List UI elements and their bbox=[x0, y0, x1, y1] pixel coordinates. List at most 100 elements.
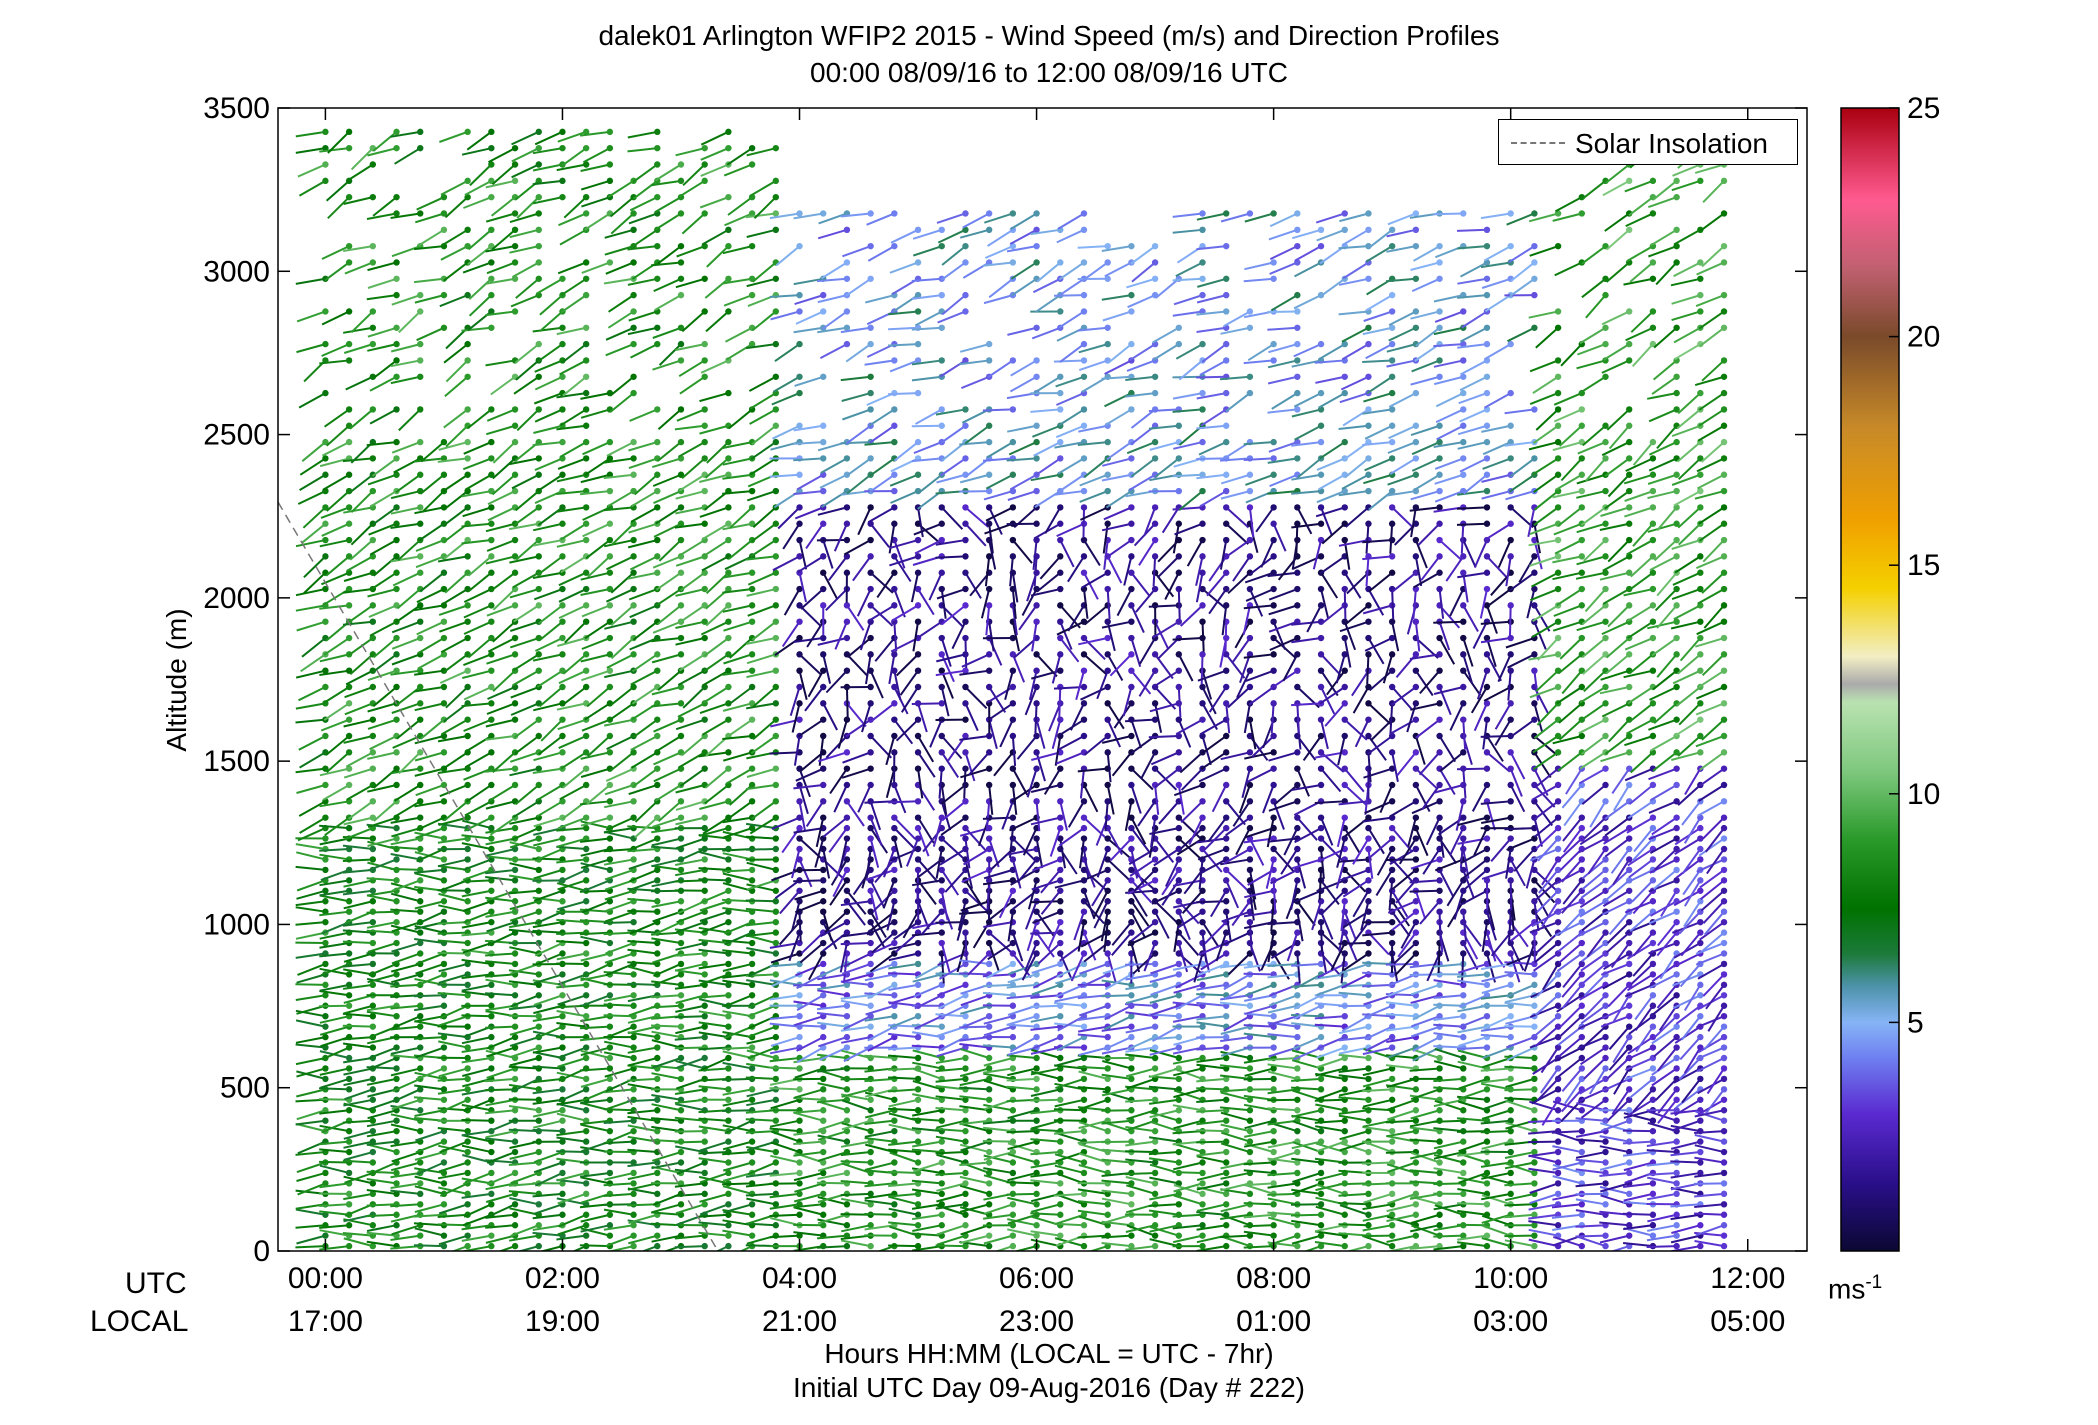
wind-barb-dot bbox=[369, 683, 377, 691]
wind-barb-dot bbox=[417, 877, 424, 884]
wind-barb bbox=[391, 653, 421, 666]
wind-barb-dot bbox=[1080, 732, 1088, 740]
wind-barb bbox=[366, 894, 397, 903]
wind-barb bbox=[723, 294, 753, 307]
wind-barb-dot bbox=[796, 667, 803, 674]
wind-barb bbox=[846, 702, 867, 728]
wind-barb-dot bbox=[654, 877, 661, 884]
wind-barb-dot bbox=[654, 504, 661, 511]
wind-barb-dot bbox=[843, 275, 851, 282]
wind-barb-dot bbox=[369, 193, 377, 201]
wind-barb bbox=[437, 951, 468, 955]
wind-barb bbox=[557, 457, 587, 470]
wind-barb bbox=[556, 490, 587, 495]
wind-barb bbox=[437, 1077, 468, 1082]
wind-barb-dot bbox=[511, 553, 519, 560]
wind-barb bbox=[840, 942, 871, 946]
wind-barb-dot bbox=[488, 569, 495, 576]
wind-barb-dot bbox=[867, 918, 874, 926]
wind-barb-dot bbox=[677, 1075, 685, 1083]
wind-barb-dot bbox=[606, 732, 614, 740]
wind-barb-dot bbox=[417, 1232, 424, 1239]
wind-barb bbox=[437, 457, 468, 463]
wind-barb-dot bbox=[962, 798, 969, 805]
wind-barb bbox=[439, 1098, 469, 1114]
wind-barb-dot bbox=[511, 259, 519, 266]
wind-barb-dot bbox=[511, 144, 519, 152]
wind-barb-dot bbox=[725, 1242, 732, 1250]
wind-barb bbox=[390, 1189, 421, 1195]
wind-barb bbox=[533, 424, 563, 434]
wind-barb bbox=[319, 1245, 350, 1251]
wind-barb bbox=[367, 326, 397, 338]
wind-barb bbox=[461, 147, 492, 156]
wind-barb-dot bbox=[914, 814, 922, 821]
wind-barb bbox=[509, 837, 540, 849]
wind-barb-dot bbox=[677, 1148, 685, 1156]
wind-barb-dot bbox=[606, 1127, 614, 1135]
wind-barb bbox=[414, 669, 445, 676]
wind-barb-dot bbox=[772, 1159, 780, 1166]
wind-barb-dot bbox=[867, 585, 874, 593]
wind-barb-dot bbox=[464, 1169, 471, 1177]
wind-barb bbox=[706, 245, 730, 268]
wind-barb bbox=[319, 1025, 350, 1036]
wind-barb-dot bbox=[417, 357, 424, 364]
wind-barb-dot bbox=[772, 835, 780, 842]
wind-barb-dot bbox=[1009, 1002, 1017, 1009]
wind-barb-dot bbox=[582, 814, 590, 821]
wind-barb bbox=[372, 686, 398, 707]
wind-barb bbox=[437, 555, 468, 563]
wind-barb-dot bbox=[867, 553, 874, 560]
wind-barb bbox=[1030, 900, 1061, 904]
wind-barb bbox=[490, 196, 516, 217]
wind-barb bbox=[769, 1213, 800, 1217]
wind-barb bbox=[461, 1134, 492, 1143]
wind-barb bbox=[467, 637, 492, 659]
wind-barb-dot bbox=[535, 340, 542, 348]
wind-barb-dot bbox=[985, 1054, 993, 1062]
wind-barb-dot bbox=[369, 1002, 377, 1009]
wind-barb bbox=[609, 751, 635, 772]
wind-barb-dot bbox=[725, 1086, 732, 1093]
wind-barb bbox=[750, 441, 777, 460]
wind-barb-dot bbox=[345, 193, 353, 201]
wind-barb bbox=[366, 929, 397, 934]
wind-barb-dot bbox=[606, 144, 614, 152]
wind-barb-dot bbox=[891, 357, 898, 364]
wind-barb bbox=[390, 1054, 421, 1059]
wind-barb-dot bbox=[488, 1012, 495, 1020]
wind-barb-dot bbox=[891, 1012, 898, 1020]
wind-barb bbox=[467, 571, 492, 593]
wind-barb-dot bbox=[772, 1148, 780, 1156]
wind-barb bbox=[988, 278, 1014, 299]
wind-barb bbox=[485, 767, 516, 773]
wind-barb-dot bbox=[725, 1201, 732, 1208]
wind-barb bbox=[509, 921, 539, 929]
wind-barb-dot bbox=[322, 618, 329, 625]
wind-barb-dot bbox=[985, 357, 993, 364]
wind-barb-dot bbox=[772, 340, 780, 348]
wind-barb-dot bbox=[582, 128, 590, 136]
wind-barb-dot bbox=[440, 856, 448, 863]
wind-barb bbox=[349, 408, 374, 430]
wind-barb-dot bbox=[393, 193, 400, 201]
wind-barb-dot bbox=[891, 1096, 898, 1103]
wind-barb-dot bbox=[393, 455, 400, 462]
wind-barb bbox=[414, 1227, 445, 1237]
wind-barb-dot bbox=[606, 634, 614, 642]
wind-barb-dot bbox=[417, 1065, 424, 1072]
wind-barb-dot bbox=[393, 569, 400, 576]
wind-barb-dot bbox=[322, 960, 329, 968]
wind-barb-dot bbox=[772, 971, 780, 978]
wind-barb bbox=[319, 604, 350, 610]
wind-barb-dot bbox=[891, 1211, 898, 1218]
wind-barb bbox=[461, 990, 492, 997]
wind-barb bbox=[515, 278, 540, 299]
wind-barb-dot bbox=[914, 950, 922, 957]
wind-barb bbox=[368, 858, 397, 872]
wind-barb-dot bbox=[985, 781, 993, 789]
wind-barb bbox=[556, 539, 587, 548]
wind-barb-dot bbox=[417, 887, 424, 894]
wind-barb-dot bbox=[322, 887, 329, 894]
